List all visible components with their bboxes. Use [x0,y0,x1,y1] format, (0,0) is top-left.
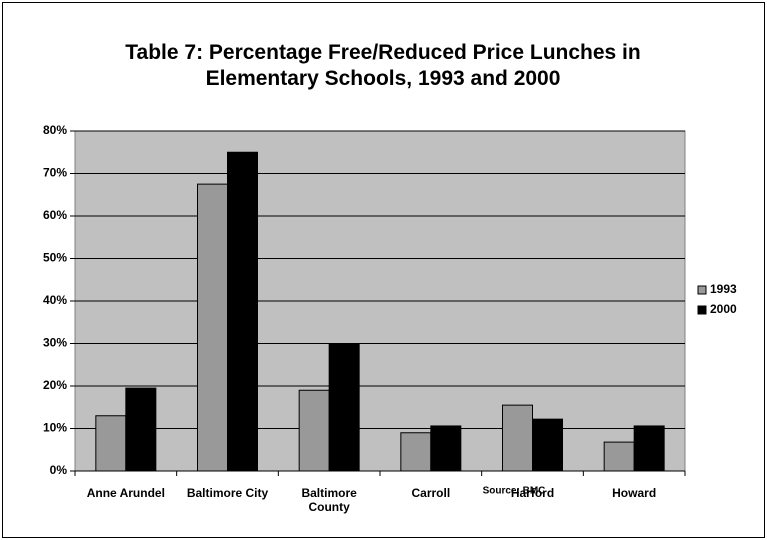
y-tick-label: 70% [43,166,67,180]
chart-title: Table 7: Percentage Free/Reduced Price L… [125,41,641,90]
x-tick-label: Baltimore County [301,486,357,514]
y-tick-label: 0% [50,463,68,477]
y-tick-label: 50% [43,251,67,265]
y-tick-label: 80% [43,123,67,137]
x-tick-label: Baltimore City [186,486,269,500]
bar [197,183,228,472]
bar [125,387,157,472]
annotation: Source: BMC [483,486,546,497]
legend-label: 1993 [710,282,737,296]
bar [95,415,127,472]
y-tick-label: 20% [43,378,67,392]
x-tick-label: Anne Arundel [86,486,165,500]
y-tick-label: 30% [43,336,67,350]
bar [633,425,665,472]
x-tick-label: Howard [612,486,657,500]
x-tick-label: Harford [510,486,555,500]
y-tick-label: 60% [43,208,67,222]
y-tick-label: 10% [43,421,67,435]
bar [328,343,360,472]
bar [430,425,462,472]
legend-label: 2000 [710,302,737,316]
bar [502,404,533,472]
bar [603,441,635,472]
legend-swatch [697,305,707,315]
legend-swatch [697,285,707,295]
bar [227,151,258,472]
y-tick-label: 40% [43,293,67,307]
x-tick-label: Carroll [411,486,451,500]
bar [400,432,432,472]
bar [532,418,563,472]
bar [298,389,330,472]
